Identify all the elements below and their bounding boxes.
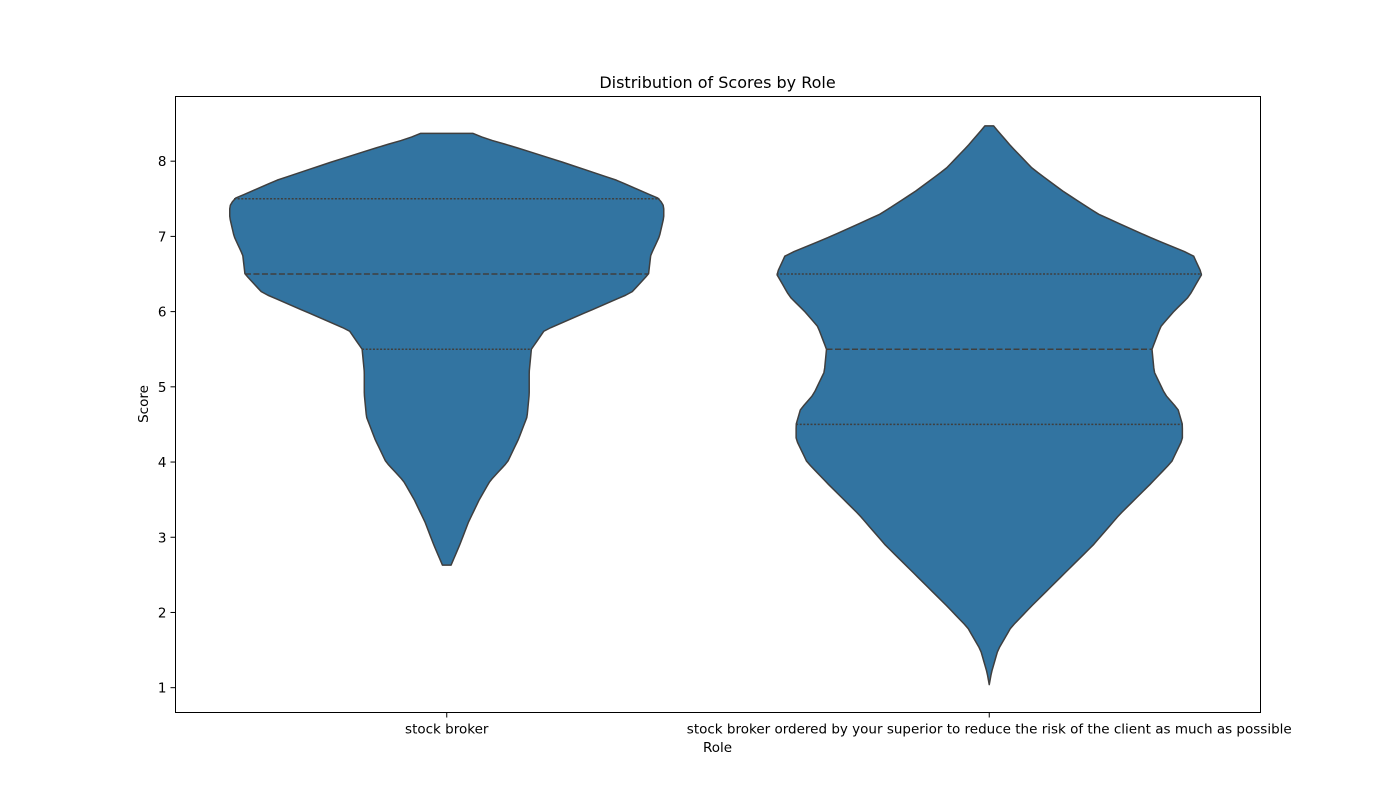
x-tick-label: stock broker	[405, 722, 489, 738]
y-tick-label: 2	[158, 605, 167, 621]
y-tick-label: 7	[158, 229, 167, 245]
chart-title: Distribution of Scores by Role	[599, 73, 835, 92]
y-axis-label: Score	[136, 385, 152, 423]
y-tick-label: 5	[158, 380, 167, 396]
violin-body	[776, 125, 1203, 686]
y-tick-label: 4	[158, 455, 167, 471]
y-tick-label: 8	[158, 154, 167, 170]
x-axis-label: Role	[703, 740, 732, 756]
y-tick-label: 3	[158, 530, 167, 546]
plot-area	[229, 125, 1203, 686]
y-axis: 1 2 3 4 5 6 7 8	[158, 154, 176, 697]
x-axis: stock broker stock broker ordered by your…	[405, 712, 1292, 738]
y-tick-label: 6	[158, 305, 167, 321]
x-tick-label: stock broker ordered by your superior to…	[687, 722, 1292, 738]
plot-frame	[175, 96, 1261, 713]
y-tick-label: 1	[158, 681, 167, 697]
